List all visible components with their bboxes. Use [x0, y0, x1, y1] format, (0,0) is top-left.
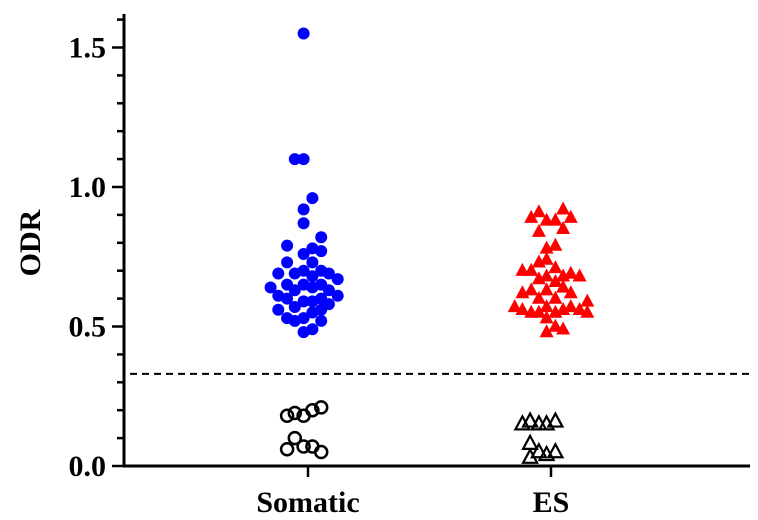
es-open-point — [521, 411, 539, 428]
es-filled-point — [548, 212, 563, 226]
y-tick-labels: 0.0 0.5 1.0 1.5 — [69, 32, 107, 484]
somatic-filled-point — [281, 256, 294, 269]
es-filled-point — [572, 268, 587, 282]
es-filled-point — [515, 262, 530, 276]
somatic-filled-point — [315, 245, 328, 258]
somatic-open-point — [296, 439, 311, 454]
es-filled-point — [515, 301, 530, 315]
somatic-filled-point — [281, 239, 294, 252]
es-filled-point — [580, 304, 595, 318]
axes — [112, 14, 750, 477]
es-open-point — [546, 441, 565, 459]
es-filled-point — [539, 310, 554, 324]
es-filled-point — [548, 318, 563, 332]
somatic-filled-point — [306, 270, 319, 283]
es-filled-point — [548, 237, 563, 251]
somatic-filled-point — [297, 264, 310, 277]
somatic-open-point — [313, 400, 329, 415]
somatic-filled-point — [272, 303, 285, 316]
es-filled-point — [524, 282, 539, 296]
somatic-open-point — [313, 444, 329, 460]
somatic-filled-point — [297, 247, 310, 260]
data-points — [264, 27, 595, 464]
es-open-point — [546, 411, 565, 428]
somatic-filled-point — [315, 314, 328, 327]
es-filled-point — [556, 279, 571, 293]
es-filled-point — [563, 285, 578, 299]
somatic-filled-point — [306, 256, 319, 269]
es-filled-point — [556, 201, 571, 215]
y-tick-label: 1.5 — [69, 32, 107, 65]
es-filled-point — [548, 260, 563, 274]
es-filled-point — [580, 293, 595, 307]
y-tick-label: 0.5 — [69, 311, 107, 344]
x-tick-label: Somatic — [256, 486, 359, 519]
somatic-open-point — [287, 430, 303, 446]
es-filled-point — [548, 274, 563, 288]
somatic-filled-point — [297, 203, 310, 216]
somatic-filled-point — [288, 153, 301, 166]
somatic-open-point — [279, 442, 295, 457]
es-open-point — [530, 441, 548, 459]
somatic-filled-point — [306, 192, 319, 205]
x-tick-label: ES — [533, 486, 570, 519]
es-filled-point — [531, 304, 546, 318]
somatic-filled-point — [297, 295, 310, 308]
es-filled-point — [507, 299, 522, 313]
es-filled-point — [556, 221, 571, 235]
somatic-filled-point — [331, 289, 344, 302]
somatic-filled-point — [264, 281, 277, 294]
somatic-filled-point — [297, 27, 310, 40]
somatic-filled-point — [297, 217, 310, 230]
somatic-filled-point — [322, 267, 335, 280]
somatic-filled-point — [272, 267, 285, 280]
es-filled-point — [539, 251, 554, 265]
somatic-filled-point — [322, 298, 335, 311]
es-filled-point — [539, 282, 554, 296]
es-filled-point — [572, 301, 587, 315]
y-tick-label: 0.0 — [69, 450, 107, 483]
somatic-open-point — [279, 408, 295, 424]
es-filled-point — [539, 299, 554, 313]
es-filled-point — [548, 290, 563, 304]
es-filled-point — [563, 299, 578, 313]
es-filled-point — [563, 265, 578, 279]
es-filled-point — [531, 290, 546, 304]
es-open-point — [521, 433, 539, 450]
y-axis-label: ODR — [14, 209, 47, 276]
es-filled-point — [539, 268, 554, 282]
es-filled-point — [563, 209, 578, 223]
es-filled-point — [539, 324, 554, 338]
somatic-open-point — [287, 405, 303, 421]
somatic-filled-point — [306, 323, 319, 336]
x-tick-labels: Somatic ES — [256, 486, 569, 519]
somatic-filled-point — [322, 284, 335, 297]
somatic-filled-point — [288, 284, 301, 297]
es-filled-point — [524, 209, 539, 223]
es-filled-point — [556, 321, 571, 335]
y-tick-label: 1.0 — [69, 171, 107, 204]
es-filled-point — [531, 204, 546, 218]
es-filled-point — [539, 212, 554, 226]
somatic-open-point — [305, 402, 320, 418]
somatic-filled-point — [281, 292, 294, 305]
somatic-filled-point — [315, 231, 328, 244]
es-filled-point — [531, 223, 546, 237]
somatic-filled-point — [297, 312, 310, 325]
es-filled-point — [524, 262, 539, 276]
somatic-filled-point — [288, 300, 301, 313]
somatic-filled-point — [331, 273, 344, 286]
somatic-filled-point — [297, 153, 310, 166]
